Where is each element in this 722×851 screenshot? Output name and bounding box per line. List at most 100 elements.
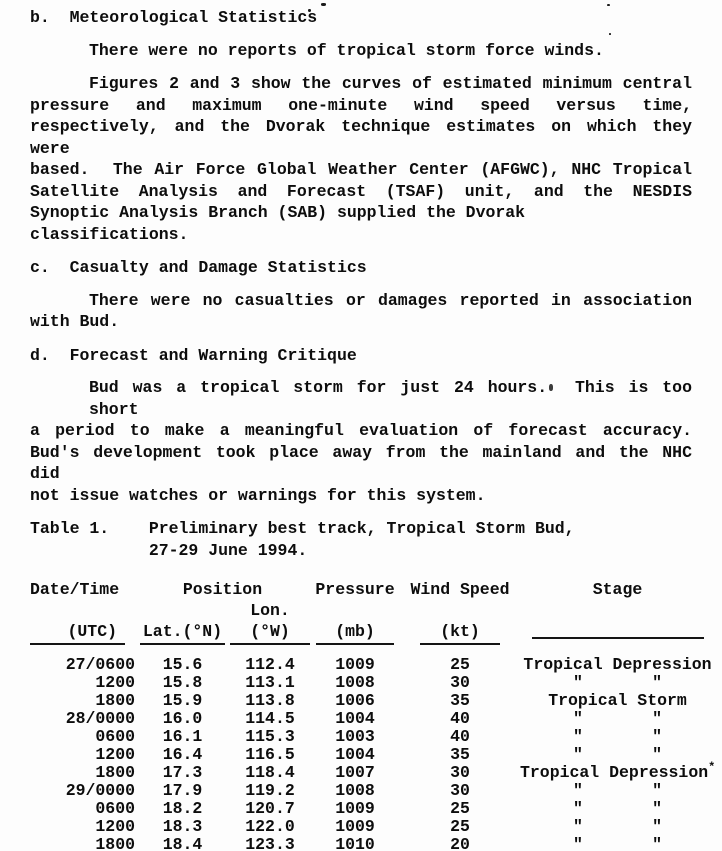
cell-lat: 15.6 [162, 655, 203, 674]
table-caption-line: 27-29 June 1994. [30, 540, 308, 560]
scan-artifact [607, 4, 610, 6]
cell-datetime: 1200 [95, 673, 135, 692]
cell-wind: 30 [450, 781, 470, 800]
cell-datetime: 1200 [95, 817, 135, 836]
cell-lat: 18.4 [162, 835, 203, 851]
section-c-heading: c. Casualty and Damage Statistics [30, 258, 367, 277]
cell-stage-ditto: " " [572, 745, 663, 764]
cell-lon: 123.3 [245, 835, 295, 851]
cell-wind: 40 [450, 709, 470, 728]
cell-lon: 115.3 [245, 727, 295, 746]
paragraph-line: respectively, and the Dvorak technique e… [30, 117, 692, 158]
best-track-row: 1800 15.9 113.8 1006 35 Tropical Storm [30, 692, 715, 710]
paragraph-line: Bud was a tropical storm for just 24 hou… [89, 378, 692, 419]
cell-stage: Tropical Depression [523, 655, 712, 674]
cell-pressure: 1008 [335, 781, 375, 800]
paragraph-line: based. The Air Force Global Weather Cent… [30, 160, 692, 179]
section-d-heading: d. Forecast and Warning Critique [30, 345, 357, 365]
cell-wind: 40 [450, 727, 470, 746]
cell-wind: 25 [450, 799, 470, 818]
footnote-marker: * [708, 760, 716, 775]
best-track-row: 1800 18.4 123.3 1010 20 " " [30, 836, 715, 851]
best-track-row: 28/0000 16.0 114.5 1004 40 " " [30, 710, 715, 728]
cell-wind: 30 [450, 763, 470, 782]
table-header: Date/Time Position Pressure Wind Speed S… [30, 571, 715, 648]
cell-datetime: 0600 [95, 799, 135, 818]
column-header-windspeed: Wind Speed [410, 580, 510, 599]
cell-lon: 113.8 [245, 691, 295, 710]
cell-stage-ditto: " " [572, 673, 663, 692]
paragraph-line: There were no casualties or damages repo… [89, 290, 692, 310]
cell-wind: 20 [450, 835, 470, 851]
paragraph-line: There were no reports of tropical storm … [89, 40, 604, 60]
paragraph: There were no casualties or damages repo… [30, 290, 692, 333]
cell-pressure: 1009 [335, 817, 375, 836]
cell-wind: 25 [450, 817, 470, 836]
cell-lat: 15.9 [162, 691, 203, 710]
column-header-utc: (UTC) [30, 600, 135, 648]
column-header-kt: (kt) [400, 600, 520, 648]
scan-artifact [321, 3, 326, 6]
column-header-lat: Lat.(°N) [135, 600, 230, 648]
best-track-row: 1200 15.8 113.1 1008 30 " " [30, 674, 715, 692]
cell-datetime: 1800 [95, 763, 135, 782]
cell-datetime: 28/0000 [65, 709, 135, 728]
column-header-stage: Stage [592, 580, 643, 599]
paragraph-line: not issue watches or warnings for this s… [30, 485, 486, 505]
cell-lon: 119.2 [245, 781, 295, 800]
column-header-pressure: Pressure [315, 580, 395, 599]
section-b-heading: b. Meteorological Statistics [30, 8, 318, 27]
cell-pressure: 1003 [335, 727, 375, 746]
cell-lat: 18.3 [162, 817, 203, 836]
cell-stage-ditto: " " [572, 835, 663, 851]
best-track-row: 1800 17.3 118.4 1007 30 Tropical Depress… [30, 760, 716, 782]
paragraph-line: pressure and maximum one-minute wind spe… [30, 95, 692, 115]
column-header-datetime: Date/Time [30, 580, 120, 599]
table-header-row-2: (UTC) Lat.(°N) Lon.(°W) (mb) (kt) [30, 600, 715, 648]
cell-pressure: 1010 [335, 835, 375, 851]
cell-lat: 16.1 [162, 727, 203, 746]
cell-lon: 120.7 [245, 799, 295, 818]
paragraph: There were no reports of tropical storm … [30, 40, 692, 62]
cell-wind: 30 [450, 673, 470, 692]
cell-lat: 17.9 [162, 781, 203, 800]
cell-pressure: 1006 [335, 691, 375, 710]
table-caption: Table 1. Preliminary best track, Tropica… [30, 518, 692, 561]
paragraph-line: a period to make a meaningful evaluation… [30, 421, 692, 440]
cell-lat: 18.2 [162, 799, 203, 818]
section-d: d. Forecast and Warning Critique Bud was… [30, 345, 692, 507]
cell-pressure: 1007 [335, 763, 375, 782]
cell-lat: 16.4 [162, 745, 203, 764]
cell-wind: 35 [450, 691, 470, 710]
cell-lon: 114.5 [245, 709, 295, 728]
cell-lat: 15.8 [162, 673, 203, 692]
stage-underline [520, 600, 715, 648]
cell-datetime: 27/0600 [65, 655, 135, 674]
best-track-row: 0600 16.1 115.3 1003 40 " " [30, 728, 715, 746]
best-track-table: Date/Time Position Pressure Wind Speed S… [30, 571, 715, 851]
cell-pressure: 1004 [335, 745, 375, 764]
cell-stage-ditto: " " [572, 817, 663, 836]
cell-wind: 35 [450, 745, 470, 764]
cell-lon: 112.4 [245, 655, 295, 674]
column-header-mb: (mb) [310, 600, 400, 648]
cell-datetime: 0600 [95, 727, 135, 746]
paragraph-line: Bud's development took place away from t… [30, 442, 692, 484]
best-track-row: 1200 16.4 116.5 1004 35 " " [30, 746, 715, 764]
paragraph: Bud was a tropical storm for just 24 hou… [30, 377, 692, 506]
cell-stage-ditto: " " [572, 799, 663, 818]
best-track-row: 0600 18.2 120.7 1009 25 " " [30, 800, 715, 818]
best-track-row: 1200 18.3 122.0 1009 25 " " [30, 818, 715, 836]
scan-artifact [308, 9, 311, 12]
cell-datetime: 29/0000 [65, 781, 135, 800]
scan-artifact [609, 33, 611, 35]
cell-datetime: 1800 [95, 691, 135, 710]
cell-stage: Tropical Storm [548, 691, 687, 710]
cell-stage-ditto: " " [572, 781, 663, 800]
cell-stage-ditto: " " [572, 727, 663, 746]
cell-lat: 16.0 [162, 709, 203, 728]
best-track-row: 29/0000 17.9 119.2 1008 30 " " [30, 782, 715, 800]
cell-pressure: 1004 [335, 709, 375, 728]
paragraph-line: Satellite Analysis and Forecast (TSAF) u… [30, 181, 692, 201]
cell-lon: 118.4 [245, 763, 295, 782]
